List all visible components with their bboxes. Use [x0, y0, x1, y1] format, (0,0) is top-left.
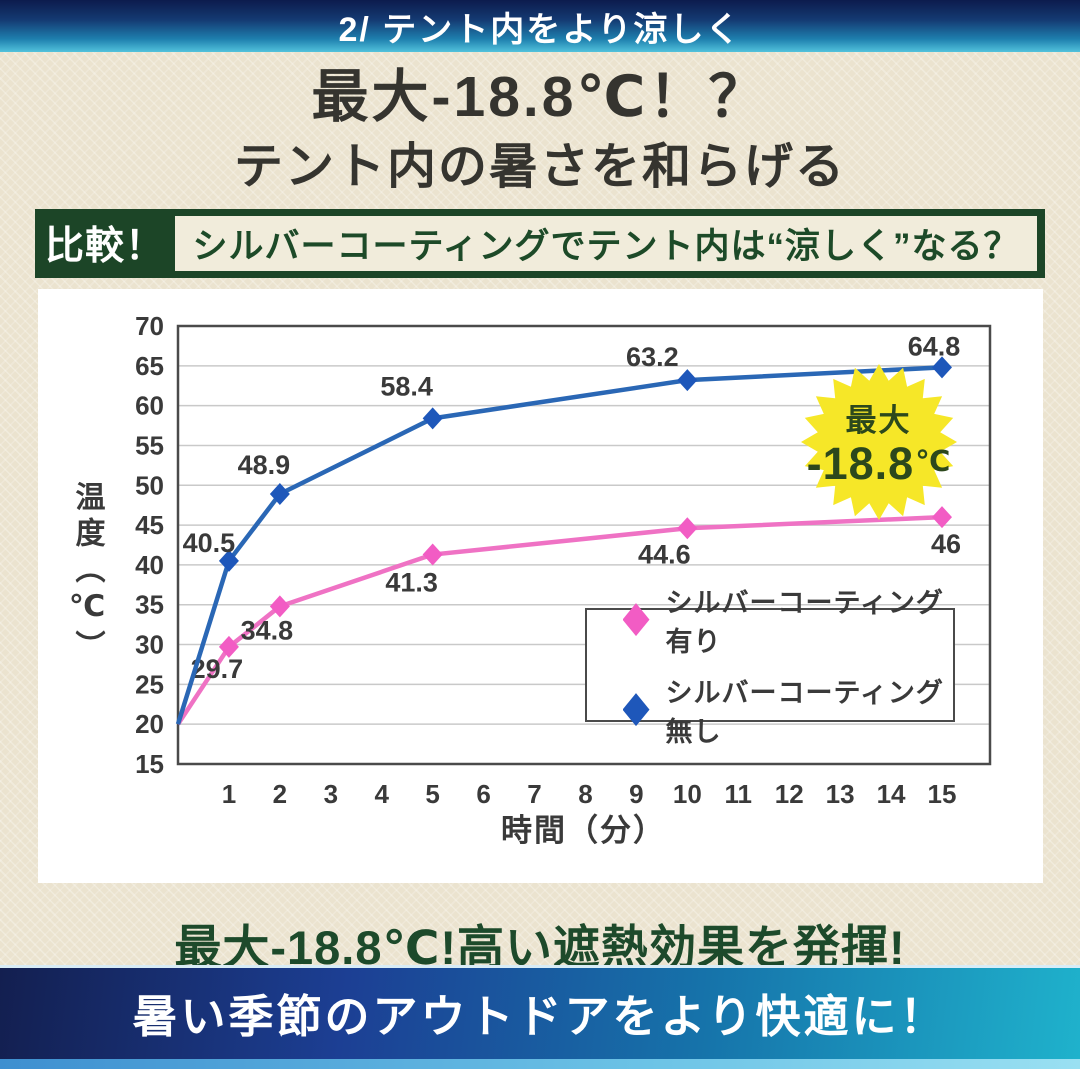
svg-text:15: 15	[927, 779, 956, 809]
svg-text:7: 7	[527, 779, 541, 809]
bottom-banner-text: 暑い季節のアウトドアをより快適に！	[132, 991, 948, 1042]
svg-text:45: 45	[135, 510, 164, 540]
svg-text:20: 20	[135, 709, 164, 739]
svg-text:25: 25	[135, 669, 164, 699]
badge-unit: ℃	[915, 446, 952, 479]
svg-text:65: 65	[135, 350, 164, 380]
legend-label-with-coating: シルバーコーティング有り	[665, 587, 944, 657]
svg-text:58.4: 58.4	[380, 371, 433, 401]
svg-text:30: 30	[135, 629, 164, 659]
svg-text:48.9: 48.9	[237, 450, 290, 480]
headline-title: 最大-18.8℃！？	[311, 65, 769, 129]
svg-text:34.8: 34.8	[240, 615, 293, 645]
svg-text:63.2: 63.2	[626, 342, 679, 372]
svg-text:2: 2	[272, 779, 286, 809]
svg-text:46: 46	[930, 529, 960, 559]
svg-text:50: 50	[135, 470, 164, 500]
comparison-badge: 比較！	[44, 225, 165, 269]
svg-text:4: 4	[374, 779, 389, 809]
bottom-banner: 暑い季節のアウトドアをより快適に！	[0, 965, 1080, 1069]
svg-text:35: 35	[135, 589, 164, 619]
svg-text:55: 55	[135, 430, 164, 460]
svg-text:11: 11	[724, 779, 752, 809]
top-banner: 2/ テント内をより涼しく	[0, 0, 1080, 52]
legend-item-with-coating: シルバーコーティング有り	[622, 581, 953, 659]
chart-legend: シルバーコーティング有り シルバーコーティング無し	[584, 588, 955, 747]
blue-diamond-icon	[622, 693, 650, 727]
svg-text:70: 70	[135, 311, 164, 341]
svg-text:15: 15	[135, 749, 164, 779]
starburst-icon	[800, 363, 957, 520]
svg-text:9: 9	[629, 779, 643, 809]
headline-subtitle: テント内の暑さを和らげる	[233, 139, 846, 194]
svg-text:64.8: 64.8	[907, 331, 960, 361]
badge-value: -18.8℃	[807, 440, 951, 487]
svg-text:6: 6	[476, 779, 490, 809]
highlight-text: 最大-18.8℃!高い遮熱効果を発揮!	[174, 920, 906, 974]
legend-label-without-coating: シルバーコーティング無し	[665, 677, 944, 747]
svg-text:40: 40	[135, 549, 164, 579]
legend-item-without-coating: シルバーコーティング無し	[622, 671, 953, 749]
top-banner-text: 2/ テント内をより涼しく	[338, 10, 742, 49]
svg-text:8: 8	[578, 779, 592, 809]
badge-label: 最大	[845, 403, 912, 439]
svg-text:10: 10	[672, 779, 701, 809]
svg-text:13: 13	[825, 779, 854, 809]
comparison-question: シルバーコーティングでテント内は“涼しく”なる？	[175, 215, 1037, 271]
y-axis-title: 温度（℃）	[70, 481, 104, 667]
x-axis-title: 時間（分）	[501, 812, 666, 848]
svg-text:12: 12	[774, 779, 803, 809]
pink-diamond-icon	[622, 603, 650, 637]
badge-value-number: -18.8	[806, 438, 915, 490]
svg-text:3: 3	[323, 779, 337, 809]
svg-text:5: 5	[425, 779, 439, 809]
max-delta-badge: 最大 -18.8℃	[797, 360, 961, 524]
svg-text:1: 1	[221, 779, 235, 809]
svg-text:60: 60	[135, 390, 164, 420]
badge-text: 最大 -18.8℃	[797, 360, 961, 524]
comparison-bar: 比較！ シルバーコーティングでテント内は“涼しく”なる？	[35, 208, 1045, 278]
svg-text:40.5: 40.5	[182, 528, 235, 558]
chart-panel: 15 20 25 30 35 40 45 50 55 60 65 70 1 2 3 4 5 6 7 8 9 10 11 12 1…	[37, 288, 1043, 883]
svg-text:14: 14	[876, 779, 905, 809]
svg-text:44.6: 44.6	[638, 539, 691, 569]
svg-text:41.3: 41.3	[385, 567, 438, 597]
